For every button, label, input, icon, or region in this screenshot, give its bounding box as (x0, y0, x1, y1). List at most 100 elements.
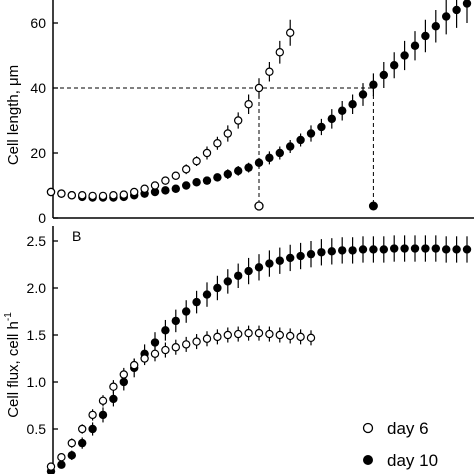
panel-a-point-day10 (150, 187, 160, 197)
panel-a-point-day10 (317, 122, 326, 132)
panel-b-y-tick-label: 1.5 (27, 327, 47, 343)
panel-b-point-day10 (150, 338, 160, 347)
panel-b-point-day10 (442, 245, 451, 254)
panel-a-point-day10 (223, 169, 232, 179)
panel-b-point-day10 (171, 316, 180, 326)
panel-a-point-day6 (161, 176, 170, 185)
panel-a-point-day10 (254, 158, 264, 167)
panel-b-point-day10 (348, 246, 357, 255)
panel-b-point-day10 (182, 307, 191, 316)
panel-b-point-day10 (338, 246, 347, 255)
panel-a-point-day10 (358, 90, 368, 99)
panel-b-point-day10 (421, 244, 430, 253)
panel-b-point-day10 (192, 297, 201, 307)
panel-b-point-day6 (161, 345, 170, 355)
panel-a-point-day10 (338, 106, 347, 115)
panel-a-point-day6 (57, 189, 66, 198)
panel-b-point-day10 (67, 451, 77, 460)
panel-b-point-day6 (223, 330, 232, 340)
panel-b-point-day10 (275, 256, 284, 265)
panel-a-point-day10 (234, 166, 243, 176)
panel-b-point-day10 (317, 248, 326, 257)
legend-label-day10: day 10 (387, 451, 438, 470)
panel-a-point-day6 (77, 191, 87, 200)
panel-a-data-points (46, 0, 472, 202)
panel-b-y-axis-label-main: Cell flux, cell h (5, 321, 22, 418)
panel-a-y-axis-label: Cell length, μm (5, 65, 22, 165)
ref-marker-day6 (254, 201, 264, 211)
panel-b-point-day6 (77, 424, 87, 434)
panel-a-point-day6 (98, 191, 108, 201)
panel-b-point-day10 (254, 263, 264, 272)
panel-b: B Cell flux, cell h-1 0.5 1.0 1.5 2.0 2.5 (3, 226, 472, 474)
panel-b-point-day10 (452, 245, 461, 254)
panel-b-point-day6 (265, 329, 274, 339)
panel-b-y-tick-label: 2.0 (27, 280, 47, 296)
panel-a-y-tick-label: 40 (30, 80, 46, 96)
panel-a-point-day10 (379, 70, 388, 80)
panel-a-point-day10 (192, 178, 201, 187)
panel-a-point-day10 (442, 12, 451, 21)
panel-b-point-day10 (98, 410, 108, 420)
panel-b-point-day6 (306, 333, 316, 343)
panel-a-point-day6 (265, 67, 274, 76)
panel-a-point-day10 (286, 142, 295, 151)
panel-b-point-day10 (213, 283, 222, 293)
panel-a-point-day10 (244, 163, 253, 172)
panel-a-point-day6 (150, 181, 160, 190)
panel-a-point-day10 (327, 114, 336, 124)
panel-a-point-day10 (410, 41, 420, 50)
panel-b-point-day6 (254, 328, 264, 338)
panel-a-point-day6 (286, 28, 295, 37)
panel-b-point-day10 (296, 251, 305, 261)
panel-a-point-day6 (119, 190, 129, 199)
panel-a-point-day6 (109, 191, 118, 200)
panel-b-point-day10 (265, 259, 274, 268)
panel-b-point-day6 (171, 343, 180, 352)
panel-a-point-day10 (213, 173, 222, 182)
panel-b-point-day10 (462, 245, 472, 254)
panel-b-y-axis-label-superscript: -1 (3, 312, 14, 321)
panel-a: Cell length, μm 0 20 40 60 (5, 0, 474, 226)
panel-b-point-day10 (202, 290, 212, 299)
panel-b-point-day10 (369, 245, 378, 254)
panel-b-point-day6 (150, 349, 160, 358)
panel-b-point-day6 (129, 360, 139, 370)
panel-a-y-ticks: 0 20 40 60 (30, 15, 58, 226)
panel-b-point-day10 (88, 424, 97, 434)
panel-a-point-day10 (348, 100, 357, 109)
panel-b-point-day10 (410, 244, 420, 253)
panel-a-point-day6 (67, 191, 77, 200)
legend-marker-day6 (362, 422, 374, 434)
panel-b-point-day6 (88, 410, 97, 420)
panel-a-y-tick-label: 0 (38, 210, 46, 226)
panel-b-point-day6 (202, 334, 212, 343)
panel-a-y-tick-label: 60 (30, 15, 46, 31)
panel-b-point-day6 (119, 370, 129, 379)
ref-marker-day10 (368, 201, 378, 211)
panel-b-point-day6 (233, 329, 243, 339)
panel-b-point-day10 (234, 271, 243, 280)
panel-b-point-day6 (286, 331, 295, 341)
panel-b-point-day6 (98, 396, 108, 405)
panel-b-data-points (46, 235, 472, 474)
panel-a-point-day6 (46, 187, 56, 197)
panel-a-point-day6 (213, 139, 222, 148)
panel-a-point-day10 (452, 5, 461, 15)
panel-b-point-day6 (244, 328, 253, 338)
panel-a-point-day6 (88, 191, 97, 201)
panel-a-point-day10 (369, 80, 378, 89)
panel-b-letter: B (72, 228, 81, 244)
legend-marker-day10 (363, 455, 373, 465)
panel-a-point-day10 (306, 129, 316, 138)
panel-a-point-day10 (265, 153, 274, 163)
panel-b-point-day10 (286, 253, 295, 263)
panel-b-point-day10 (109, 394, 118, 404)
panel-a-point-day10 (421, 31, 430, 41)
panel-b-point-day6 (296, 332, 305, 342)
legend: day 6 day 10 (362, 419, 438, 470)
panel-a-point-day10 (182, 181, 191, 190)
panel-a-point-day10 (296, 135, 305, 145)
panel-b-point-day10 (78, 438, 87, 448)
panel-b-point-day6 (181, 340, 191, 349)
